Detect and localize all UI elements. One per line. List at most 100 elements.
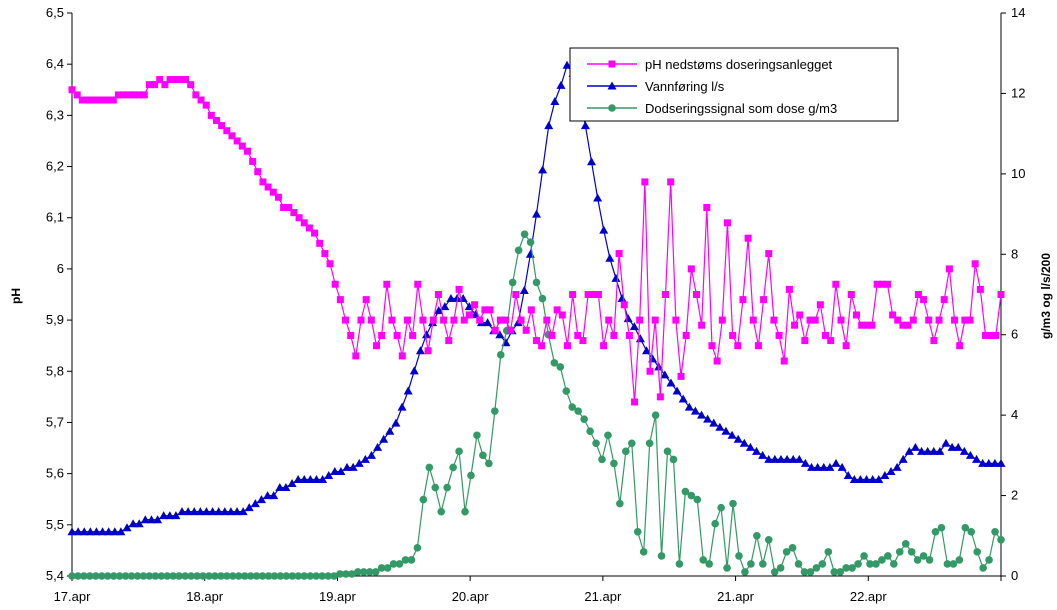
data-point xyxy=(749,316,757,324)
data-point xyxy=(533,337,540,345)
data-point xyxy=(904,321,912,329)
data-point xyxy=(538,165,548,174)
data-point xyxy=(324,572,332,580)
data-point xyxy=(476,316,484,324)
data-point xyxy=(238,507,248,516)
data-point xyxy=(538,342,546,350)
data-point xyxy=(67,527,77,536)
data-point xyxy=(847,291,855,298)
data-point xyxy=(473,431,481,440)
data-point xyxy=(182,76,190,84)
data-point xyxy=(765,250,773,258)
data-point xyxy=(159,511,169,520)
data-point xyxy=(440,302,450,311)
data-point xyxy=(389,560,398,568)
data-point xyxy=(574,407,582,415)
data-point xyxy=(446,294,456,303)
data-point xyxy=(663,447,672,456)
data-point xyxy=(508,278,517,287)
data-point xyxy=(943,560,952,568)
data-point xyxy=(166,76,174,84)
data-point xyxy=(295,214,303,222)
data-point xyxy=(703,414,713,423)
data-point xyxy=(813,462,823,471)
data-point xyxy=(525,249,535,258)
data-point xyxy=(579,337,587,345)
data-point xyxy=(434,306,444,315)
data-point xyxy=(495,330,505,339)
data-point xyxy=(197,96,205,104)
data-point xyxy=(99,96,107,104)
data-point xyxy=(992,331,1000,339)
data-point xyxy=(378,331,386,339)
data-point xyxy=(243,147,251,155)
data-point xyxy=(83,96,91,104)
data-point xyxy=(586,427,594,436)
data-point xyxy=(109,572,118,580)
data-point xyxy=(316,239,324,247)
data-point xyxy=(639,548,648,556)
data-point xyxy=(409,366,419,375)
data-point xyxy=(854,560,862,568)
data-point xyxy=(672,316,680,324)
data-point xyxy=(176,76,184,84)
data-point xyxy=(357,316,365,324)
data-point xyxy=(324,470,334,479)
data-point xyxy=(496,351,505,359)
data-point xyxy=(460,316,468,324)
data-point xyxy=(275,483,285,492)
data-point xyxy=(883,280,891,288)
data-point xyxy=(563,342,571,350)
data-point xyxy=(270,572,279,580)
data-point xyxy=(300,572,309,580)
data-point xyxy=(711,519,719,528)
data-point xyxy=(705,560,713,568)
data-point xyxy=(431,483,440,492)
data-point xyxy=(285,203,293,211)
data-point xyxy=(627,439,636,448)
data-point xyxy=(985,556,993,564)
data-point xyxy=(92,572,100,580)
data-point xyxy=(73,91,81,99)
data-point xyxy=(604,431,612,440)
data-point xyxy=(631,398,639,406)
data-point xyxy=(727,430,737,439)
data-point xyxy=(956,342,964,350)
data-point xyxy=(764,536,773,544)
data-point xyxy=(151,572,160,580)
series-line xyxy=(72,63,1001,533)
data-point xyxy=(228,572,237,580)
data-point xyxy=(843,470,853,479)
data-point xyxy=(201,507,211,516)
data-point xyxy=(367,316,375,324)
x-tick-label: 21.apr xyxy=(584,589,622,604)
data-point xyxy=(553,306,561,314)
data-point xyxy=(177,507,187,516)
data-point xyxy=(207,111,215,119)
data-point xyxy=(550,96,560,105)
data-point xyxy=(181,572,189,580)
data-point xyxy=(899,321,907,329)
data-point xyxy=(796,311,804,319)
data-point xyxy=(145,572,154,580)
legend-items: pH nedstøms doseringsanlegget Vannføring … xyxy=(587,57,837,116)
data-point xyxy=(217,572,225,580)
data-point xyxy=(244,503,254,512)
data-point xyxy=(517,316,525,324)
data-point xyxy=(692,291,700,298)
data-point xyxy=(723,219,731,227)
data-point xyxy=(189,507,199,516)
data-point xyxy=(79,527,89,536)
data-point xyxy=(395,560,404,568)
data-point xyxy=(522,326,530,334)
data-point xyxy=(978,458,988,467)
data-point xyxy=(997,291,1005,298)
data-point xyxy=(133,572,142,580)
data-point xyxy=(782,454,792,463)
data-point xyxy=(383,280,391,288)
data-point xyxy=(816,301,824,309)
y-axis-left-title: pH xyxy=(9,288,23,304)
data-point xyxy=(919,552,928,560)
data-point xyxy=(135,91,143,99)
data-point xyxy=(103,572,112,580)
